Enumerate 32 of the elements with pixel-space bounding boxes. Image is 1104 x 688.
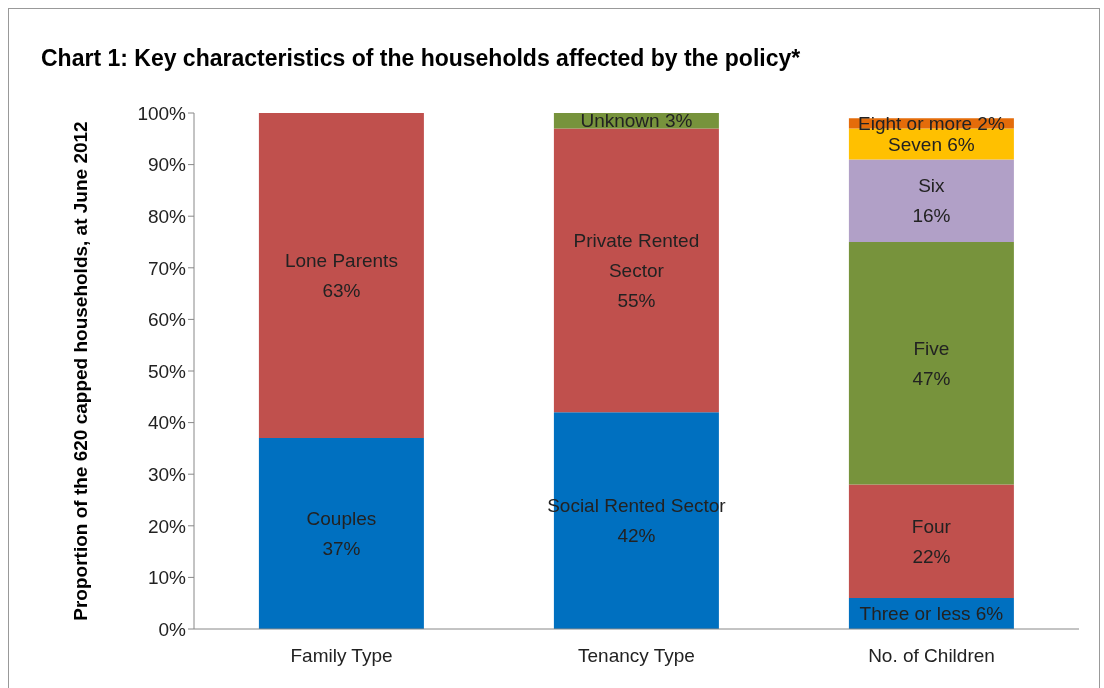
y-tick-label: 70% — [147, 257, 187, 279]
data-label: Five 47% — [912, 337, 951, 389]
data-label: Lone Parents 63% — [284, 250, 398, 302]
bar — [258, 438, 424, 629]
data-label: Four 22% — [911, 515, 952, 567]
data-label: Eight or more 2% — [858, 112, 1005, 134]
y-tick-label: 30% — [147, 463, 187, 485]
y-tick-label: 60% — [147, 309, 187, 331]
data-label: Private Rented Sector 55% — [573, 230, 700, 312]
y-axis-title: Proportion of the 620 capped households, at June 2012 — [69, 120, 92, 623]
bar — [848, 242, 1014, 485]
bar — [848, 159, 1014, 242]
y-tick-label: 80% — [147, 205, 187, 227]
x-tick-label: No. of Children — [868, 645, 995, 667]
y-tick-label: 90% — [147, 154, 187, 176]
y-tick-label: 0% — [158, 618, 187, 640]
chart-title: Chart 1: Key characteristics of the households affected by the policy* — [41, 45, 801, 72]
bar — [848, 484, 1014, 599]
data-label: Three or less 6% — [859, 603, 1004, 625]
y-tick-label: 50% — [147, 360, 187, 382]
bar — [553, 128, 719, 413]
bar — [258, 113, 424, 439]
data-label: Six 16% — [912, 175, 951, 227]
y-tick-label: 10% — [147, 567, 187, 589]
x-tick-label: Family Type — [290, 645, 393, 667]
y-tick-label: 40% — [147, 412, 187, 434]
data-label: Unknown 3% — [580, 110, 693, 132]
x-tick-label: Tenancy Type — [578, 645, 695, 667]
y-tick-label: 20% — [147, 515, 187, 537]
data-label: Seven 6% — [888, 133, 975, 155]
data-label: Couples 37% — [306, 508, 377, 560]
y-tick-label: 100% — [137, 102, 187, 124]
